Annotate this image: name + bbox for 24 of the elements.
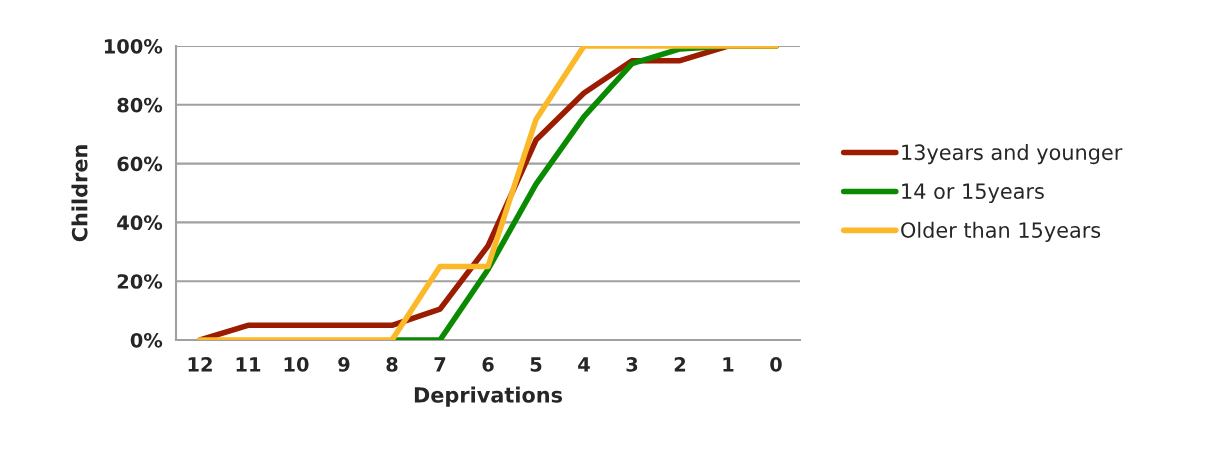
x-tick-label: 7 (434, 357, 446, 372)
x-tick-label: 2 (674, 357, 686, 372)
x-tick-label: 6 (482, 357, 494, 372)
x-tick-label: 12 (188, 357, 212, 372)
legend-label: Older than 15years (901, 221, 1101, 242)
x-tick-label: 11 (236, 357, 261, 372)
x-tick-label: 8 (386, 357, 398, 372)
y-tick-label: 80% (117, 97, 163, 113)
y-tick-label: 40% (117, 215, 163, 231)
x-tick-label: 0 (770, 357, 782, 372)
x-tick-label: 9 (338, 357, 350, 372)
x-tick-label: 10 (284, 357, 309, 372)
y-axis-title: Children (71, 145, 88, 242)
y-tick-label: 60% (117, 156, 163, 172)
x-axis-title: Deprivations (414, 386, 563, 407)
legend-label: 13years and younger (902, 144, 1123, 165)
x-tick-label: 1 (723, 357, 734, 372)
x-tick-label: 5 (530, 357, 542, 372)
y-tick-label: 0% (130, 332, 163, 348)
legend-label: 14 or 15years (902, 183, 1044, 204)
x-tick-label: 3 (626, 357, 638, 372)
x-tick-label: 4 (578, 357, 590, 372)
y-tick-label: 100% (104, 38, 163, 54)
y-tick-label: 20% (117, 274, 163, 289)
